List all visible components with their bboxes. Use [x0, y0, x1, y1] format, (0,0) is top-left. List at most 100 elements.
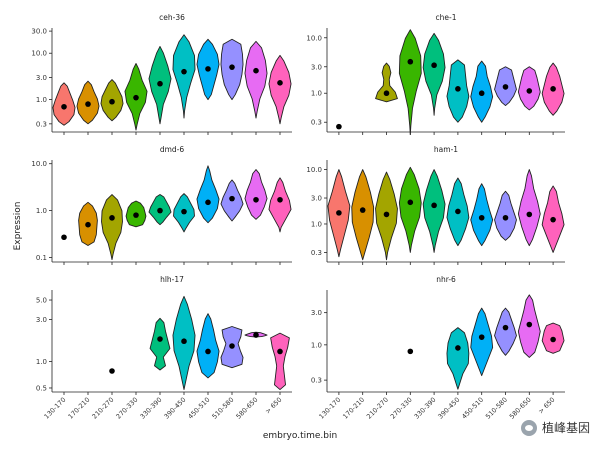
- y-tick-label: 1.0: [36, 207, 47, 215]
- median-point: [157, 336, 163, 342]
- x-tick-label: 170-210: [341, 396, 366, 421]
- wechat-icon: [520, 419, 537, 436]
- panel-che-1: che-1 0.3 1.0 3.0 10.0: [306, 13, 565, 135]
- x-tick-label: 450-510: [460, 396, 485, 421]
- median-point: [109, 98, 115, 105]
- y-tick-label: 30.0: [31, 28, 47, 36]
- x-tick-label: 330-390: [139, 396, 164, 421]
- panel-title: nhr-6: [436, 275, 456, 284]
- x-axis-title: embryo.time.bin: [263, 431, 337, 441]
- panel-title: che-1: [436, 13, 457, 22]
- median-point: [407, 199, 414, 206]
- violin-270-330: [398, 29, 422, 135]
- median-point: [181, 208, 187, 215]
- median-point: [277, 80, 283, 86]
- y-axis-title: Expression: [13, 202, 23, 251]
- y-tick-label: 1.0: [36, 358, 47, 366]
- violin-330-390: [149, 317, 171, 371]
- median-point: [502, 84, 509, 90]
- violin-580-650: [244, 169, 268, 220]
- violin-> 650: [270, 332, 290, 390]
- violin-270-330: [398, 166, 422, 253]
- median-point: [205, 348, 211, 355]
- violin-580-650: [244, 40, 268, 119]
- median-point: [133, 212, 139, 218]
- x-tick-label: 580-650: [508, 396, 533, 421]
- median-point: [157, 80, 163, 87]
- violin-330-390: [422, 169, 446, 253]
- median-point: [61, 103, 67, 110]
- x-tick-label: 580-650: [235, 396, 260, 421]
- y-tick-label: 3.0: [36, 74, 47, 82]
- panel-dmd-6: dmd-6 0.1 1.0 10.0: [31, 145, 292, 265]
- median-point: [407, 58, 414, 65]
- median-point: [109, 215, 115, 221]
- median-point: [336, 123, 342, 130]
- y-tick-label: 0.1: [36, 254, 47, 262]
- violin-450-510: [470, 183, 494, 247]
- median-point: [455, 345, 461, 351]
- panel-nhr-6: nhr-6 0.3 1.0 3.0 130-170170-210210-270270-3…: [311, 275, 565, 421]
- y-tick-label: 10.0: [31, 50, 47, 58]
- median-point: [277, 348, 283, 355]
- x-tick-label: 130-170: [317, 396, 342, 421]
- watermark-text: 植峰基因: [541, 421, 590, 435]
- median-point: [229, 64, 235, 70]
- violin-210-270: [101, 194, 123, 261]
- median-point: [455, 86, 461, 92]
- violin-390-450: [446, 327, 470, 390]
- violin-170-210: [351, 169, 375, 261]
- violin-450-510: [470, 307, 494, 377]
- violin-> 650: [268, 177, 292, 233]
- panel-hlh-17: hlh-17 0.5 1.0 3.0 5.0 130-170 170-210 210-270 2…: [36, 275, 292, 421]
- violin-> 650: [268, 54, 292, 125]
- y-tick-label: 1.0: [311, 220, 322, 228]
- median-point: [336, 210, 342, 216]
- median-point: [229, 343, 235, 349]
- violin-580-650: [517, 169, 541, 247]
- median-point: [550, 336, 556, 343]
- violin-510-580: [494, 307, 517, 356]
- y-tick-label: 0.3: [311, 249, 322, 257]
- median-point: [181, 68, 187, 75]
- panel-title: ceh-36: [159, 13, 185, 22]
- median-point: [157, 207, 163, 214]
- median-point: [85, 101, 91, 107]
- median-point: [205, 199, 211, 206]
- median-point: [550, 86, 556, 92]
- median-point: [205, 66, 211, 72]
- violin-450-510: [196, 313, 220, 379]
- y-tick-label: 10.0: [306, 34, 322, 42]
- x-tick-label: 270-330: [389, 396, 414, 421]
- y-tick-label: 0.3: [311, 377, 322, 385]
- median-point: [383, 211, 390, 218]
- median-point: [455, 208, 461, 215]
- y-tick-label: 3.0: [36, 316, 47, 324]
- x-tick-label: 510-580: [211, 396, 236, 421]
- y-tick-label: 3.0: [311, 195, 322, 203]
- median-point: [550, 216, 556, 223]
- x-tick-label: 390-450: [436, 396, 461, 421]
- median-point: [431, 202, 437, 209]
- panel-ceh-36: ceh-36 0.3 1.0 3.0 10.0 30.0: [31, 13, 292, 135]
- median-point: [526, 321, 533, 328]
- median-point: [229, 195, 235, 202]
- median-point: [502, 214, 509, 221]
- y-tick-label: 0.3: [36, 120, 47, 128]
- x-tick-label: 270-330: [115, 396, 140, 421]
- x-tick-label: 510-580: [484, 396, 509, 421]
- panel-ham-1: ham-1 0.3 1.0 3.0 10.0: [306, 145, 565, 265]
- panel-title: dmd-6: [160, 145, 185, 154]
- median-point: [359, 207, 366, 213]
- median-point: [253, 67, 259, 74]
- median-point: [133, 94, 139, 101]
- median-point: [478, 214, 485, 221]
- y-tick-label: 5.0: [36, 297, 47, 305]
- y-tick-label: 3.0: [311, 309, 322, 317]
- median-point: [502, 324, 509, 331]
- median-point: [109, 368, 115, 374]
- x-tick-label: 130-170: [43, 396, 68, 421]
- y-tick-label: 0.3: [311, 119, 322, 127]
- y-tick-label: 1.0: [311, 341, 322, 349]
- median-point: [181, 338, 187, 345]
